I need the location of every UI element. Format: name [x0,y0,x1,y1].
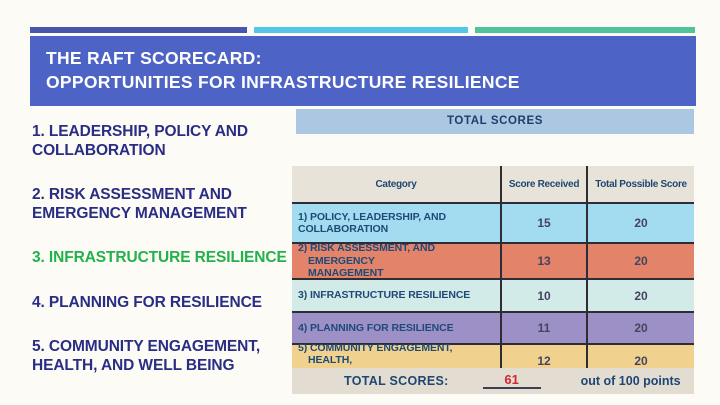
table-row: 3) INFRASTRUCTURE RESILIENCE 10 20 [292,278,694,311]
score-received-cell: 10 [500,280,586,311]
category-cell: 4) PLANNING FOR RESILIENCE [298,321,454,334]
table-row: 2) RISK ASSESSMENT, AND EMERGENCY MANAGE… [292,242,694,280]
category-cell: 1) POLICY, LEADERSHIP, AND COLLABORATION [298,210,446,236]
list-item: 3. INFRASTRUCTURE RESILIENCE [32,249,287,266]
total-possible-cell: 20 [586,204,694,242]
category-cell: 2) RISK ASSESSMENT, AND EMERGENCY MANAGE… [298,242,435,280]
total-possible-cell: 20 [586,345,694,376]
total-score-value: 61 [482,373,541,389]
totals-suffix: out of 100 points [580,374,681,388]
totals-label: TOTAL SCORES: [344,374,449,388]
accent-bar-blue [30,27,247,33]
accent-bar-cyan [254,27,468,33]
score-table: Category Score Received Total Possible Sco… [292,166,694,379]
total-possible-cell: 20 [586,244,694,278]
table-row: 4) PLANNING FOR RESILIENCE 11 20 [292,311,694,343]
score-received-cell: 12 [500,345,586,376]
totals-bar: TOTAL SCORES: 61 out of 100 points [292,368,694,394]
title-band: THE RAFT SCORECARD: OPPORTUNITIES FOR IN… [30,36,696,106]
title-line-1: THE RAFT SCORECARD: [46,48,262,68]
list-item: 4. PLANNING FOR RESILIENCE [32,293,262,311]
column-header: Total Possible Score [586,166,694,202]
total-possible-cell: 20 [586,313,694,343]
column-header: Score Received [500,166,586,202]
score-received-cell: 13 [500,244,586,278]
title-line-2: OPPORTUNITIES FOR INFRASTRUCTURE RESILIE… [46,72,520,92]
score-received-cell: 15 [500,204,586,242]
table-header-row: Category Score Received Total Possible Sco… [292,166,694,202]
list-item: 2. RISK ASSESSMENT AND EMERGENCY MANAGEM… [32,186,247,222]
total-scores-header: TOTAL SCORES [296,109,694,134]
total-possible-cell: 20 [586,280,694,311]
column-header: Category [375,178,417,190]
list-item: 5. COMMUNITY ENGAGEMENT, HEALTH, AND WEL… [32,338,261,374]
category-list: 1. LEADERSHIP, POLICY AND COLLABORATION 2… [32,123,290,401]
accent-bar-green [475,27,695,33]
score-received-cell: 11 [500,313,586,343]
category-cell: 3) INFRASTRUCTURE RESILIENCE [298,289,471,302]
list-item: 1. LEADERSHIP, POLICY AND COLLABORATION [32,123,248,159]
table-row: 1) POLICY, LEADERSHIP, AND COLLABORATION… [292,202,694,242]
